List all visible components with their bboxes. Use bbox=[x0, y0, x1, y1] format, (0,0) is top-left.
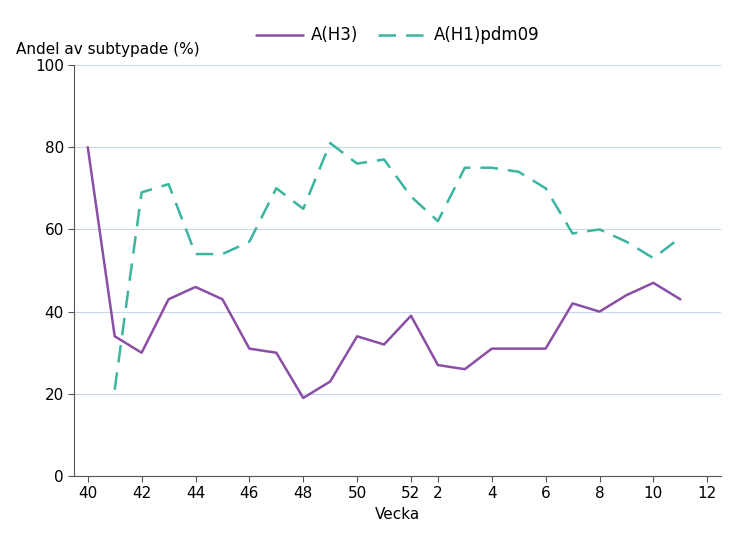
X-axis label: Vecka: Vecka bbox=[375, 507, 420, 522]
Line: A(H3): A(H3) bbox=[88, 147, 681, 398]
Legend: A(H3), A(H1)pdm09: A(H3), A(H1)pdm09 bbox=[250, 20, 545, 51]
A(H1)pdm09 bbox=[541, 185, 550, 192]
A(H3) bbox=[595, 308, 604, 315]
A(H3) bbox=[325, 378, 334, 385]
A(H3) bbox=[245, 345, 254, 352]
A(H1)pdm09 bbox=[245, 239, 254, 245]
A(H3) bbox=[380, 341, 389, 348]
Line: A(H1)pdm09: A(H1)pdm09 bbox=[114, 143, 681, 390]
A(H1)pdm09 bbox=[164, 181, 173, 187]
A(H1)pdm09 bbox=[218, 251, 227, 258]
A(H3) bbox=[110, 333, 119, 340]
A(H3) bbox=[299, 395, 308, 401]
A(H1)pdm09 bbox=[676, 234, 685, 241]
A(H3) bbox=[353, 333, 362, 340]
A(H1)pdm09 bbox=[137, 189, 146, 196]
A(H3) bbox=[487, 345, 496, 352]
A(H1)pdm09 bbox=[461, 164, 470, 171]
A(H1)pdm09 bbox=[325, 140, 334, 146]
A(H1)pdm09 bbox=[514, 169, 523, 175]
A(H1)pdm09 bbox=[299, 206, 308, 212]
A(H1)pdm09 bbox=[433, 218, 442, 225]
A(H3) bbox=[514, 345, 523, 352]
A(H1)pdm09 bbox=[487, 164, 496, 171]
A(H3) bbox=[622, 292, 631, 299]
A(H3) bbox=[218, 296, 227, 302]
A(H1)pdm09 bbox=[622, 239, 631, 245]
A(H1)pdm09 bbox=[568, 230, 577, 237]
A(H1)pdm09 bbox=[380, 156, 389, 163]
A(H1)pdm09 bbox=[191, 251, 200, 258]
A(H1)pdm09 bbox=[110, 386, 119, 393]
A(H3) bbox=[433, 362, 442, 368]
A(H3) bbox=[191, 283, 200, 290]
A(H1)pdm09 bbox=[406, 193, 415, 200]
A(H1)pdm09 bbox=[353, 160, 362, 167]
A(H3) bbox=[406, 313, 415, 319]
A(H3) bbox=[164, 296, 173, 302]
A(H1)pdm09 bbox=[595, 226, 604, 233]
Text: Andel av subtypade (%): Andel av subtypade (%) bbox=[16, 42, 200, 57]
A(H3) bbox=[461, 366, 470, 372]
A(H1)pdm09 bbox=[649, 255, 658, 261]
A(H3) bbox=[83, 144, 92, 150]
A(H3) bbox=[137, 349, 146, 356]
A(H3) bbox=[649, 280, 658, 286]
A(H3) bbox=[541, 345, 550, 352]
A(H3) bbox=[272, 349, 281, 356]
A(H3) bbox=[676, 296, 685, 302]
A(H3) bbox=[568, 300, 577, 307]
A(H1)pdm09 bbox=[272, 185, 281, 192]
